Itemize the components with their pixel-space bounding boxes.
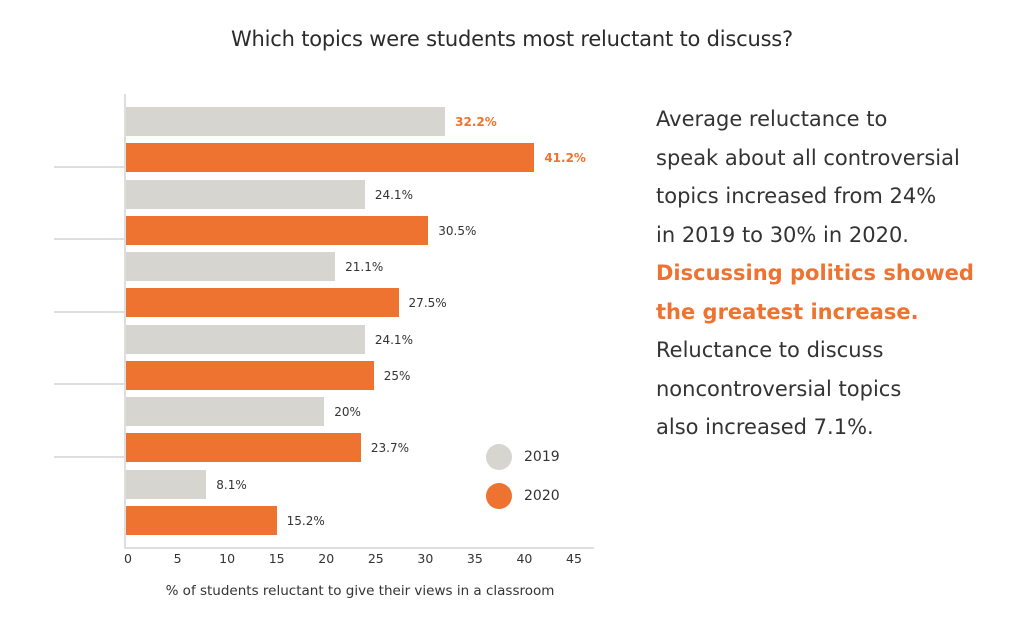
bar-2020: [126, 215, 429, 245]
note-line: Average reluctance to: [656, 107, 888, 131]
data-label: 41.2%: [544, 151, 586, 165]
data-label: 20%: [334, 405, 361, 419]
legend-item-2019: 2019: [486, 444, 560, 470]
data-label: 30.5%: [438, 223, 477, 238]
x-tick-label: 5: [173, 551, 182, 566]
bar-chart: 0 5 10 15 20 25 30 35 40 45 % of students relucta…: [54, 94, 594, 599]
x-tick-label: 40: [516, 551, 533, 566]
data-label: 8.1%: [216, 477, 247, 492]
data-label: 24.1%: [374, 187, 413, 202]
legend-label: 2020: [524, 488, 560, 504]
legend-swatch-icon: [486, 444, 512, 470]
bar-2020: [126, 360, 374, 390]
y-axis-line: [124, 94, 126, 548]
bar-2020: [126, 143, 535, 172]
legend-swatch-icon: [486, 483, 512, 509]
bar-2019: [126, 179, 365, 209]
note-line: in 2019 to 30% in 2020.: [656, 222, 909, 247]
legend-item-2020: 2020: [486, 483, 560, 509]
note-line: noncontroversial topics: [656, 376, 902, 401]
chart-title: Which topics were students most reluctan…: [230, 27, 793, 51]
x-tick-label: 0: [124, 551, 132, 566]
bar-2020: [126, 288, 399, 317]
data-label: 15.2%: [286, 513, 325, 528]
legend-label: 2019: [524, 449, 560, 465]
bar-2020: [126, 505, 277, 535]
x-tick-label: 35: [466, 551, 483, 566]
bar-2020: [126, 433, 361, 462]
bar-2019: [126, 324, 365, 354]
x-axis-line: [124, 547, 594, 549]
bar-2019: [126, 252, 336, 281]
data-label: 21.1%: [345, 260, 384, 274]
annotation-text: Average reluctance to speak about all co…: [656, 100, 1016, 447]
x-tick-label: 10: [219, 551, 236, 566]
note-highlight-line: the greatest increase.: [656, 299, 919, 324]
x-tick-label: 30: [417, 551, 434, 566]
x-tick-label: 20: [318, 551, 335, 566]
bar-2019: [126, 397, 325, 426]
data-label: 25%: [383, 368, 411, 383]
x-tick-label: 45: [566, 551, 582, 566]
x-tick-label: 25: [367, 551, 384, 566]
note-line: topics increased from 24%: [656, 184, 937, 208]
x-axis-label: % of students reluctant to give their vi…: [165, 583, 555, 599]
category-separator: [54, 238, 124, 240]
data-label: 24.1%: [374, 332, 413, 347]
note-line: speak about all controversial: [656, 145, 960, 170]
data-label: 32.2%: [455, 115, 497, 129]
bar-2019: [126, 469, 207, 499]
note-highlight-line: Discussing politics showed: [656, 261, 974, 285]
category-separator: [54, 455, 124, 458]
data-label: 23.7%: [370, 441, 410, 455]
note-line: Reluctance to discuss: [656, 338, 884, 362]
category-separator: [54, 165, 124, 168]
data-label: 27.5%: [408, 296, 447, 310]
note-line: also increased 7.1%.: [656, 415, 874, 439]
x-tick-label: 15: [268, 551, 285, 566]
category-separator: [54, 383, 124, 385]
category-separator: [54, 310, 124, 313]
bar-2019: [126, 107, 446, 136]
